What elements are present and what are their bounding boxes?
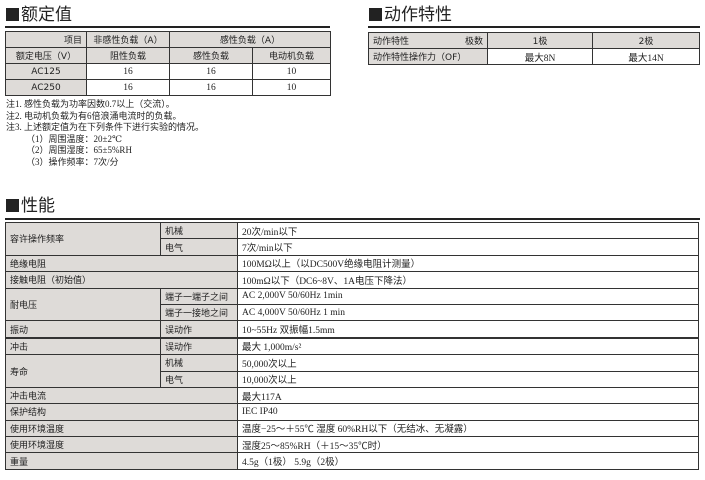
value: IEC IP40 [237,403,699,421]
sublabel: 电气 [160,238,238,256]
sublabel: 端子一端子之间 [160,287,238,305]
square-bullet-icon [6,8,19,21]
square-bullet-icon [6,199,19,212]
performance-section-title: 性能 [6,196,55,216]
action-section-title: 动作特性 [369,5,452,25]
value-cell: 10 [252,63,331,80]
label: 耐电压 [5,287,161,322]
sublabel: 电气 [160,370,238,388]
sublabel: 端子一接地之间 [160,303,238,322]
condition: （3）操作频率：7次/分 [26,156,119,167]
header-item: 项目 [5,31,87,48]
value-cell: 16 [86,63,170,80]
label: 接触电阻（初始值） [5,271,238,289]
rated-section-title: 额定值 [6,5,72,25]
value: 100mΩ以下（DC6~8V、1A电压下降法） [237,271,699,289]
row-label: 动作特性操作力（OF） [368,48,488,65]
value: AC 2,000V 50/60Hz 1min [237,287,699,305]
note: 注1. 感性负载为功率因数0.7以上（交流）。 [6,99,175,109]
label: 冲击 [5,337,161,356]
square-bullet-icon [369,8,382,21]
value: 20次/min以下 [237,221,699,240]
label: 寿命 [5,354,161,388]
sub-inductive: 感性负载 [169,47,253,64]
value-cell: 最大8N [487,48,593,65]
divider [5,26,330,28]
value-cell: 16 [169,63,253,80]
action-header: 动作特性 极数 [368,32,488,49]
label: 重量 [5,452,238,470]
value: 100MΩ以上（以DC500V绝缘电阻计测量） [237,254,699,273]
rated-table: 项目 非感性负载（A） 感性负载（A） 额定电压（V） 阻性负载 感性负载 电动… [5,31,331,96]
header-voltage: 额定电压（V） [5,47,87,64]
note: 注3. 上述额定值为在下列条件下进行实验的情况。 [6,122,205,133]
value-cell: 16 [169,79,253,96]
value: 最大117A [237,386,699,405]
col-2pole: 2极 [592,32,700,49]
value-cell: 10 [252,79,331,96]
voltage-cell: AC125 [5,63,87,80]
value: 4.5g（1极） 5.9g（2极） [237,452,699,470]
sublabel: 误动作 [160,320,238,339]
sublabel: 误动作 [160,337,238,356]
value: 温度−25～＋55℃ 湿度 60%RH以下（无结冰、无凝露） [237,419,699,438]
table-row: AC125 16 16 10 [5,63,331,80]
sub-resistive: 阻性负载 [86,47,170,64]
condition: （1）周围温度：20±2℃ [26,133,123,144]
label: 振动 [5,320,161,339]
condition: （2）周围湿度：65±5%RH [26,145,132,156]
label: 保护结构 [5,403,238,421]
value: 最大 1,000m/s² [237,337,699,356]
sublabel: 机械 [160,354,238,372]
label: 冲击电流 [5,386,238,405]
header-poles: 极数 [464,37,483,47]
value: 湿度25～85%RH（＋15～35℃时） [237,436,699,454]
divider [368,26,700,28]
value: 50,000次以上 [237,354,699,372]
value-cell: 16 [86,79,170,96]
action-table: 动作特性 极数 1极 2极 动作特性操作力（OF） 最大8N 最大14N [368,32,700,65]
action-title-text: 动作特性 [384,5,452,25]
sub-motor: 电动机负载 [252,47,331,64]
header-inductive: 感性负载（A） [169,31,331,48]
label: 绝缘电阻 [5,254,238,273]
table-row: AC250 16 16 10 [5,79,331,96]
value: 10,000次以上 [237,370,699,388]
sublabel: 机械 [160,221,238,240]
rated-title-text: 额定值 [21,5,72,25]
table-row: 动作特性操作力（OF） 最大8N 最大14N [368,48,700,65]
value: 10~55Hz 双振幅1.5mm [237,320,699,339]
header-noninductive: 非感性负载（A） [86,31,170,48]
value: 7次/min以下 [237,238,699,256]
voltage-cell: AC250 [5,79,87,96]
label: 使用环境温度 [5,419,238,438]
notes: 注1. 感性负载为功率因数0.7以上（交流）。 注2. 电动机负载为有6倍浪涌电… [6,99,204,169]
label: 使用环境湿度 [5,436,238,454]
value: AC 4,000V 50/60Hz 1 min [237,303,699,322]
performance-title-text: 性能 [21,196,55,216]
col-1pole: 1极 [487,32,593,49]
label: 容许操作频率 [5,222,161,256]
header-label: 动作特性 [373,37,410,47]
value-cell: 最大14N [592,48,700,65]
performance-table: 容许操作频率 机械 20次/min以下 电气 7次/min以下 绝缘电阻 100… [5,221,699,470]
divider [5,218,700,220]
note: 注2. 电动机负载为有6倍浪涌电流时的负载。 [6,110,182,121]
